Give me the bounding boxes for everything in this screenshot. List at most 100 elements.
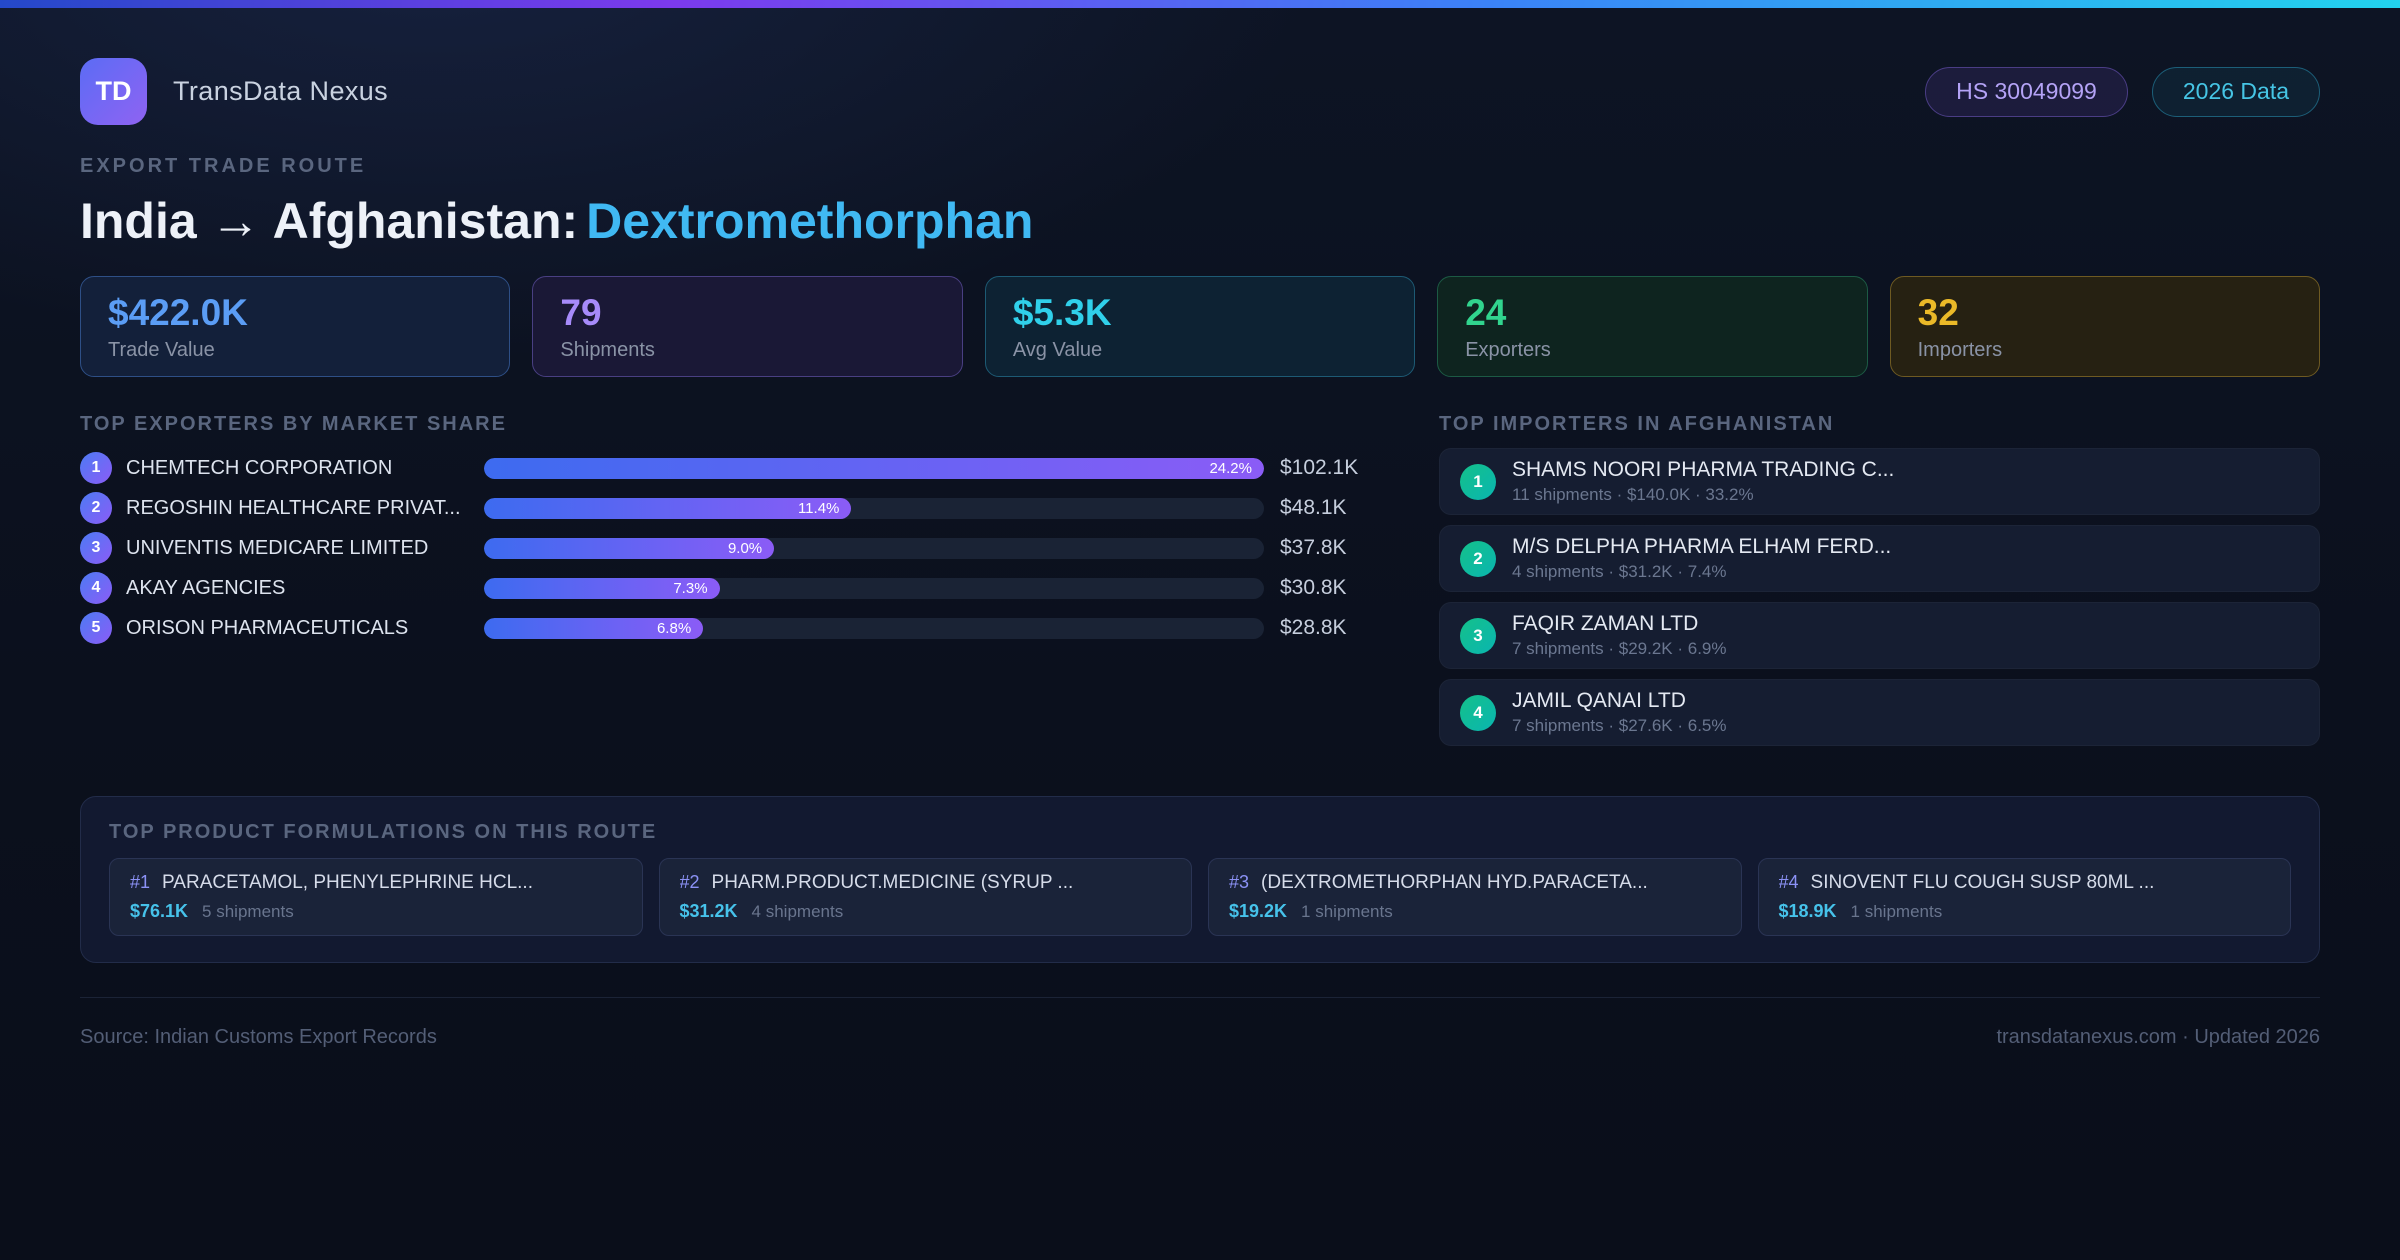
product-rank: #2 xyxy=(679,872,700,892)
importers-section-title: TOP IMPORTERS IN AFGHANISTAN xyxy=(1439,413,1835,435)
product-title-line: #2 PHARM.PRODUCT.MEDICINE (SYRUP ... xyxy=(680,872,1172,894)
stat-label: Avg Value xyxy=(1012,339,1103,361)
exporter-name: AKAY AGENCIES xyxy=(126,576,286,599)
main-columns: TOP EXPORTERS BY MARKET SHARE 1 CHEMTECH… xyxy=(80,413,2320,756)
stat-label: Shipments xyxy=(560,339,655,361)
stat-card-shipments: 79 Shipments xyxy=(532,276,963,377)
stat-value: 79 xyxy=(560,292,602,333)
product-card: #3 (DEXTROMETHORPHAN HYD.PARACETA... $19… xyxy=(1208,858,1742,936)
importer-rank-badge: 3 xyxy=(1460,617,1496,654)
stat-card-exporters: 24 Exporters xyxy=(1437,276,1868,377)
importer-meta: 11 shipments · $140.0K · 33.2% xyxy=(1512,485,1754,504)
top-accent-bar xyxy=(0,0,2400,8)
page: TD TransData Nexus HS 30049099 2026 Data… xyxy=(0,58,2400,1049)
exporter-name: UNIVENTIS MEDICARE LIMITED xyxy=(126,536,429,559)
market-share-bar-fill: 7.3% xyxy=(484,577,720,599)
exporter-row: 3 UNIVENTIS MEDICARE LIMITED 9.0% $37.8K xyxy=(80,528,1362,568)
hs-code-badge[interactable]: HS 30049099 xyxy=(1925,66,2128,117)
importer-rank-badge: 4 xyxy=(1460,694,1496,731)
market-share-percent: 9.0% xyxy=(727,539,763,557)
stat-label: Trade Value xyxy=(108,339,215,361)
exporters-section-title: TOP EXPORTERS BY MARKET SHARE xyxy=(80,413,507,435)
importer-card: 1 SHAMS NOORI PHARMA TRADING C... 11 shi… xyxy=(1439,448,2320,515)
exporters-section: TOP EXPORTERS BY MARKET SHARE 1 CHEMTECH… xyxy=(80,413,1362,648)
market-share-bar-track: 11.4% xyxy=(484,497,1264,519)
importer-meta: 4 shipments · $31.2K · 7.4% xyxy=(1512,562,1727,581)
product-cards: #1 PARACETAMOL, PHENYLEPHRINE HCL... $76… xyxy=(109,858,2291,936)
year-badge[interactable]: 2026 Data xyxy=(2151,66,2320,117)
product-rank: #4 xyxy=(1778,872,1799,892)
product-name: PHARM.PRODUCT.MEDICINE (SYRUP ... xyxy=(711,872,1074,893)
products-panel-title: TOP PRODUCT FORMULATIONS ON THIS ROUTE xyxy=(109,821,658,843)
exporter-name: REGOSHIN HEALTHCARE PRIVAT... xyxy=(126,496,461,519)
product-stats-line: $19.2K 1 shipments xyxy=(1229,901,1721,922)
product-title-text: Dextromethorphan xyxy=(586,193,1034,249)
importer-text: M/S DELPHA PHARMA ELHAM FERD... 4 shipme… xyxy=(1512,535,1891,582)
importer-name: M/S DELPHA PHARMA ELHAM FERD... xyxy=(1512,535,1892,558)
importer-meta: 7 shipments · $27.6K · 6.5% xyxy=(1512,716,1727,735)
exporter-rank-badge: 3 xyxy=(80,532,112,564)
market-share-percent: 6.8% xyxy=(656,619,692,637)
exporter-value: $102.1K xyxy=(1280,456,1359,479)
header: TD TransData Nexus HS 30049099 2026 Data xyxy=(80,58,2320,125)
market-share-bar-fill: 24.2% xyxy=(484,457,1264,479)
importer-rank-badge: 2 xyxy=(1460,540,1496,577)
exporter-row: 1 CHEMTECH CORPORATION 24.2% $102.1K xyxy=(80,448,1362,488)
product-name: PARACETAMOL, PHENYLEPHRINE HCL... xyxy=(162,872,533,893)
market-share-bar-track: 7.3% xyxy=(484,577,1264,599)
stat-card-avg-value: $5.3K Avg Value xyxy=(984,276,1416,377)
product-name: (DEXTROMETHORPHAN HYD.PARACETA... xyxy=(1261,872,1648,893)
importer-text: FAQIR ZAMAN LTD 7 shipments · $29.2K · 6… xyxy=(1512,612,1727,659)
stat-value: $422.0K xyxy=(108,292,248,333)
product-stats-line: $18.9K 1 shipments xyxy=(1779,901,2271,922)
market-share-bar-track: 9.0% xyxy=(484,537,1264,559)
product-value: $19.2K xyxy=(1229,901,1288,921)
product-value: $31.2K xyxy=(679,901,738,921)
importer-name: SHAMS NOORI PHARMA TRADING C... xyxy=(1512,458,1895,481)
importer-card: 4 JAMIL QANAI LTD 7 shipments · $27.6K ·… xyxy=(1439,679,2320,746)
market-share-bar-fill: 6.8% xyxy=(484,617,704,639)
app-name: TransData Nexus xyxy=(173,76,389,106)
stats-row: $422.0K Trade Value 79 Shipments $5.3K A… xyxy=(80,276,2321,377)
product-value: $76.1K xyxy=(130,901,189,921)
importer-name: FAQIR ZAMAN LTD xyxy=(1512,612,1699,635)
exporter-rank-badge: 5 xyxy=(80,612,112,644)
market-share-bar-fill: 11.4% xyxy=(484,497,852,519)
exporter-rank-badge: 4 xyxy=(80,572,112,604)
product-value: $18.9K xyxy=(1778,901,1837,921)
product-shipments: 1 shipments xyxy=(1850,902,1943,921)
exporter-value: $48.1K xyxy=(1280,496,1347,519)
market-share-percent: 24.2% xyxy=(1209,459,1252,477)
site-note: transdatanexus.com · Updated 2026 xyxy=(1996,1026,2320,1048)
product-shipments: 1 shipments xyxy=(1301,902,1393,921)
footer: Source: Indian Customs Export Records tr… xyxy=(80,997,2320,1049)
exporter-value: $30.8K xyxy=(1280,576,1347,599)
exporter-name: ORISON PHARMACEUTICALS xyxy=(126,616,409,639)
stat-value: $5.3K xyxy=(1012,292,1112,333)
product-title-line: #1 PARACETAMOL, PHENYLEPHRINE HCL... xyxy=(130,872,622,894)
importer-name: JAMIL QANAI LTD xyxy=(1512,689,1686,712)
product-card: #4 SINOVENT FLU COUGH SUSP 80ML ... $18.… xyxy=(1757,858,2291,936)
products-panel: TOP PRODUCT FORMULATIONS ON THIS ROUTE #… xyxy=(80,796,2320,963)
exporter-rank-badge: 1 xyxy=(80,452,112,484)
exporter-value: $37.8K xyxy=(1280,536,1347,559)
stat-card-importers: 32 Importers xyxy=(1889,276,2321,377)
product-stats-line: $31.2K 4 shipments xyxy=(680,901,1172,922)
importers-section: TOP IMPORTERS IN AFGHANISTAN 1 SHAMS NOO… xyxy=(1439,413,2320,756)
market-share-percent: 11.4% xyxy=(797,499,840,517)
importer-card: 2 M/S DELPHA PHARMA ELHAM FERD... 4 ship… xyxy=(1439,525,2320,592)
page-title: India → Afghanistan: Dextromethorphan xyxy=(80,191,2320,251)
stat-label: Exporters xyxy=(1465,339,1551,361)
exporter-value: $28.8K xyxy=(1280,616,1347,639)
market-share-bar-fill: 9.0% xyxy=(484,537,775,559)
stat-value: 32 xyxy=(1917,292,1959,333)
product-title-line: #3 (DEXTROMETHORPHAN HYD.PARACETA... xyxy=(1229,872,1721,894)
route-eyebrow: EXPORT TRADE ROUTE xyxy=(80,155,367,177)
stat-value: 24 xyxy=(1465,292,1507,333)
product-card: #1 PARACETAMOL, PHENYLEPHRINE HCL... $76… xyxy=(109,858,643,936)
market-share-bar-track: 24.2% xyxy=(484,457,1264,479)
importer-card: 3 FAQIR ZAMAN LTD 7 shipments · $29.2K ·… xyxy=(1439,602,2320,669)
stat-card-trade-value: $422.0K Trade Value xyxy=(80,276,511,377)
exporter-row: 5 ORISON PHARMACEUTICALS 6.8% $28.8K xyxy=(80,608,1362,648)
product-rank: #3 xyxy=(1229,872,1250,892)
